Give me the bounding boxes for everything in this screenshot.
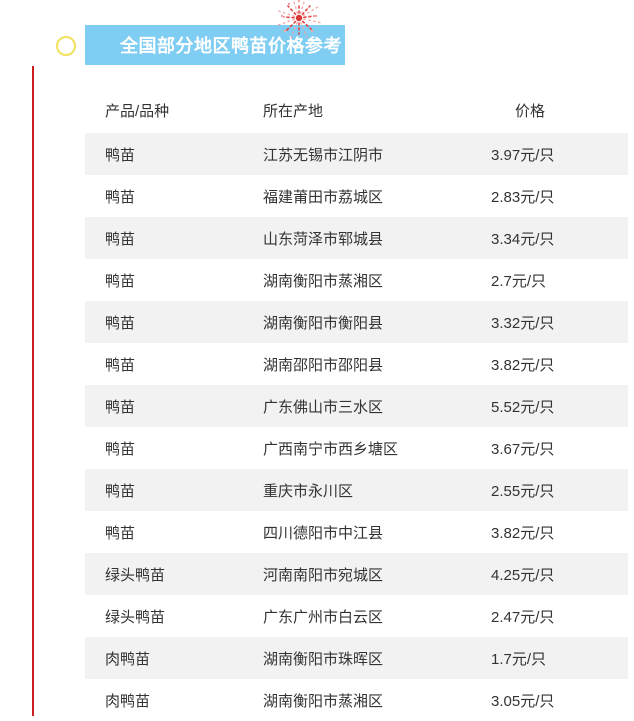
cell-origin: 江苏无锡市江阴市 (263, 146, 384, 164)
table-row: 鸭苗 江苏无锡市江阴市 3.97元/只 (85, 133, 628, 175)
ring-decoration-icon (56, 36, 76, 56)
cell-origin: 湖南衡阳市珠晖区 (263, 650, 384, 668)
table-row: 鸭苗 广西南宁市西乡塘区 3.67元/只 (85, 427, 628, 469)
table-row: 肉鸭苗 湖南衡阳市蒸湘区 3.05元/只 (85, 679, 628, 721)
cell-product: 鸭苗 (105, 314, 136, 332)
cell-product: 鸭苗 (105, 440, 136, 458)
table-row: 鸭苗 山东菏泽市郓城县 3.34元/只 (85, 217, 628, 259)
cell-origin: 广西南宁市西乡塘区 (263, 440, 399, 458)
cell-price: 1.7元/只 (491, 650, 547, 668)
cell-price: 2.7元/只 (491, 272, 547, 290)
cell-price: 4.25元/只 (491, 566, 555, 584)
cell-price: 3.32元/只 (491, 314, 555, 332)
cell-product: 鸭苗 (105, 230, 136, 248)
cell-product: 鸭苗 (105, 272, 136, 290)
table-header-row: 产品/品种 所在产地 价格 (85, 88, 628, 133)
table-body: 鸭苗 江苏无锡市江阴市 3.97元/只 鸭苗 福建莆田市荔城区 2.83元/只 鸭苗 山东菏泽… (85, 133, 628, 721)
cell-origin: 湖南衡阳市衡阳县 (263, 314, 384, 332)
table-row: 绿头鸭苗 河南南阳市宛城区 4.25元/只 (85, 553, 628, 595)
cell-price: 2.47元/只 (491, 608, 555, 626)
cell-product: 鸭苗 (105, 482, 136, 500)
cell-origin: 广东佛山市三水区 (263, 398, 384, 416)
cell-price: 2.55元/只 (491, 482, 555, 500)
table-row: 鸭苗 湖南衡阳市蒸湘区 2.7元/只 (85, 259, 628, 301)
cell-price: 3.67元/只 (491, 440, 555, 458)
cell-price: 3.97元/只 (491, 146, 555, 164)
table-row: 鸭苗 四川德阳市中江县 3.82元/只 (85, 511, 628, 553)
table-row: 鸭苗 重庆市永川区 2.55元/只 (85, 469, 628, 511)
cell-price: 2.83元/只 (491, 188, 555, 206)
cell-price: 3.05元/只 (491, 692, 555, 710)
cell-product: 鸭苗 (105, 188, 136, 206)
cell-origin: 福建莆田市荔城区 (263, 188, 384, 206)
cell-product: 绿头鸭苗 (105, 566, 166, 584)
table-row: 肉鸭苗 湖南衡阳市珠晖区 1.7元/只 (85, 637, 628, 679)
cell-origin: 重庆市永川区 (263, 482, 354, 500)
cell-product: 鸭苗 (105, 146, 136, 164)
page-title: 全国部分地区鸭苗价格参考 (120, 36, 342, 56)
title-banner: 全国部分地区鸭苗价格参考 (85, 25, 345, 65)
table-row: 绿头鸭苗 广东广州市白云区 2.47元/只 (85, 595, 628, 637)
cell-origin: 河南南阳市宛城区 (263, 566, 384, 584)
header-origin: 所在产地 (263, 103, 324, 120)
table-row: 鸭苗 湖南邵阳市邵阳县 3.82元/只 (85, 343, 628, 385)
table-row: 鸭苗 湖南衡阳市衡阳县 3.32元/只 (85, 301, 628, 343)
table-row: 鸭苗 福建莆田市荔城区 2.83元/只 (85, 175, 628, 217)
cell-price: 3.34元/只 (491, 230, 555, 248)
table-row: 鸭苗 广东佛山市三水区 5.52元/只 (85, 385, 628, 427)
header-price: 价格 (515, 103, 546, 120)
cell-product: 鸭苗 (105, 356, 136, 374)
cell-origin: 湖南邵阳市邵阳县 (263, 356, 384, 374)
cell-price: 3.82元/只 (491, 524, 555, 542)
cell-origin: 山东菏泽市郓城县 (263, 230, 384, 248)
cell-price: 3.82元/只 (491, 356, 555, 374)
cell-origin: 四川德阳市中江县 (263, 524, 384, 542)
cell-product: 鸭苗 (105, 398, 136, 416)
price-table: 产品/品种 所在产地 价格 鸭苗 江苏无锡市江阴市 3.97元/只 鸭苗 福建莆田市荔城… (85, 88, 628, 721)
cell-price: 5.52元/只 (491, 398, 555, 416)
header-product: 产品/品种 (105, 103, 170, 120)
cell-product: 绿头鸭苗 (105, 608, 166, 626)
cell-product: 肉鸭苗 (105, 692, 151, 710)
left-border-line (32, 66, 34, 716)
cell-product: 肉鸭苗 (105, 650, 151, 668)
cell-product: 鸭苗 (105, 524, 136, 542)
cell-origin: 广东广州市白云区 (263, 608, 384, 626)
cell-origin: 湖南衡阳市蒸湘区 (263, 272, 384, 290)
cell-origin: 湖南衡阳市蒸湘区 (263, 692, 384, 710)
